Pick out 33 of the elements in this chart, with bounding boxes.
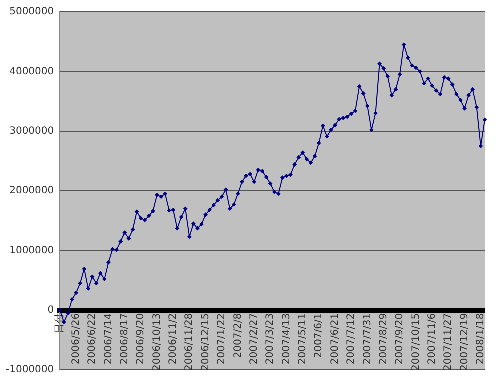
x-tick-label: 2006/6/22 (87, 313, 98, 365)
x-tick-label: 2007/8/29 (378, 313, 390, 365)
x-tick-label: 2007/1/22 (216, 313, 228, 365)
x-tick-label: 2006/12/15 (200, 313, 212, 371)
y-tick-label: 0 (48, 304, 54, 316)
x-tick-label: 2007/9/20 (394, 313, 406, 365)
x-tick-label: 2007/2/8 (232, 313, 244, 358)
x-tick-label: 2007/2/27 (248, 313, 260, 365)
x-tick-label: 2007/7/31 (362, 313, 374, 365)
y-tick-label: 4000000 (10, 66, 54, 78)
x-tick-label: 2006/8/17 (119, 313, 130, 365)
x-tick-label: 2007/5/11 (298, 313, 309, 365)
y-tick-label: 2000000 (10, 186, 54, 197)
x-tick-label: 2007/11/6 (426, 313, 438, 365)
x-tick-label: 2007/3/23 (265, 313, 276, 365)
y-tick-label: 3000000 (10, 126, 54, 137)
x-tick-label: 2007/6/1 (314, 313, 325, 358)
x-tick-label: 2006/11/28 (184, 313, 196, 371)
x-tick-label: 2007/10/15 (410, 313, 422, 371)
x-tick-label: 2006/5/26 (70, 313, 82, 365)
x-tick-label: 2007/11/27 (443, 313, 454, 371)
x-tick-label: 2006/11/2 (168, 313, 180, 365)
y-tick-label: 1000000 (10, 245, 54, 256)
x-tick-label: 2007/4/13 (281, 313, 292, 365)
x-tick-label: 2006/10/13 (152, 313, 163, 371)
x-tick-label: 2006/9/20 (136, 313, 147, 365)
x-tick-label: 2007/6/21 (330, 313, 341, 365)
x-tick-label: 2008/1/18 (476, 313, 487, 365)
y-tick-label: 5000000 (10, 6, 54, 18)
x-tick-label: 2007/7/12 (346, 313, 358, 365)
x-tick-label: 2007/12/19 (459, 313, 470, 371)
y-tick-label: -1000000 (6, 364, 54, 376)
x-tick-label: 2006/7/14 (103, 313, 114, 365)
